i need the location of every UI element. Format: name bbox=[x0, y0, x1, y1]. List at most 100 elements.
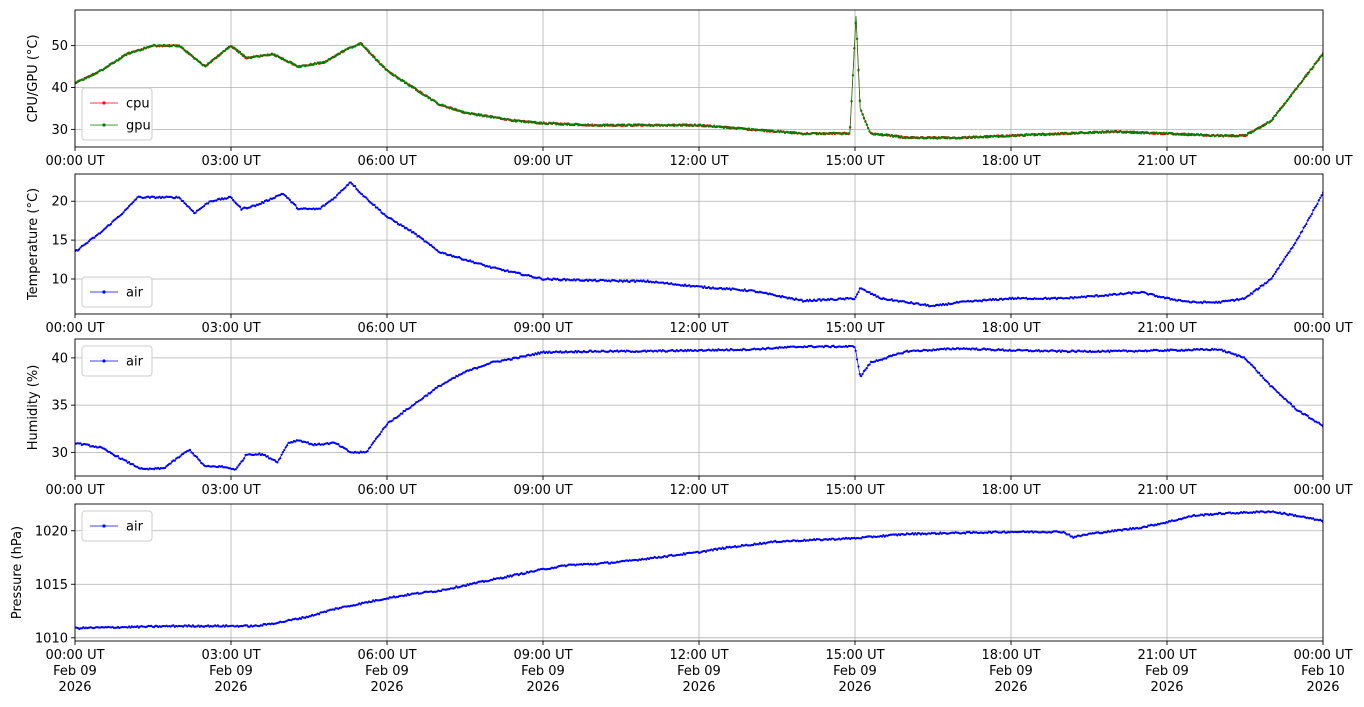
series-point-air bbox=[721, 546, 724, 549]
x-tick-label: 21:00 UT bbox=[1137, 154, 1196, 169]
y-tick-label: 20 bbox=[51, 195, 68, 210]
series-point-air bbox=[109, 222, 113, 226]
series-point-air bbox=[702, 286, 705, 289]
x-tick-label: 12:00 UT bbox=[669, 154, 728, 169]
x-tick-label: 09:00 UT bbox=[513, 483, 572, 498]
series-point-air bbox=[136, 624, 139, 628]
x-tick-year-label: 2026 bbox=[1306, 680, 1339, 695]
series-point-air bbox=[383, 212, 386, 216]
x-tick-label: 21:00 UT bbox=[1137, 648, 1196, 663]
series-point-air bbox=[179, 455, 182, 458]
series-point-air bbox=[502, 268, 505, 271]
series-point-air bbox=[946, 303, 949, 307]
series-point-air bbox=[356, 189, 359, 192]
series-point-air bbox=[703, 285, 706, 288]
series-point-gpu bbox=[1283, 102, 1286, 106]
x-tick-label: 03:00 UT bbox=[201, 321, 260, 336]
plot-area bbox=[75, 16, 1323, 140]
series-point-air bbox=[1273, 272, 1276, 276]
series-point-gpu bbox=[864, 120, 867, 123]
series-point-gpu bbox=[363, 46, 366, 49]
series-point-gpu bbox=[855, 37, 859, 40]
series-point-air bbox=[1084, 296, 1087, 299]
series-point-air bbox=[288, 198, 292, 202]
series-point-air bbox=[1274, 389, 1277, 392]
series-point-gpu bbox=[1001, 134, 1004, 137]
series-point-gpu bbox=[119, 57, 122, 60]
series-point-air bbox=[743, 288, 746, 291]
x-tick-label: 15:00 UT bbox=[825, 321, 884, 336]
series-point-air bbox=[1201, 302, 1204, 305]
series-point-air bbox=[491, 578, 494, 582]
series-point-gpu bbox=[789, 130, 792, 134]
x-tick-year-label: 2026 bbox=[994, 680, 1027, 695]
series-point-air bbox=[704, 550, 708, 553]
series-point-gpu bbox=[107, 64, 110, 68]
series-point-gpu bbox=[125, 54, 128, 57]
series-point-gpu bbox=[1069, 132, 1072, 136]
series-point-air bbox=[1295, 238, 1298, 242]
series-point-air bbox=[1310, 212, 1314, 216]
series-point-air bbox=[1292, 244, 1295, 247]
x-tick-label: 09:00 UT bbox=[513, 321, 572, 336]
series-point-air bbox=[1309, 215, 1312, 218]
series-point-air bbox=[930, 349, 934, 352]
y-tick-label: 1020 bbox=[35, 524, 68, 539]
series-point-air bbox=[125, 459, 128, 462]
series-point-air bbox=[372, 441, 375, 444]
series-point-air bbox=[359, 603, 362, 606]
series-point-air bbox=[1271, 386, 1275, 389]
series-point-gpu bbox=[984, 134, 988, 138]
series-point-gpu bbox=[258, 55, 261, 58]
series-point-air bbox=[1288, 401, 1291, 404]
series-point-gpu bbox=[315, 62, 318, 66]
series-point-air bbox=[286, 444, 289, 447]
series-point-air bbox=[1244, 357, 1247, 361]
series-point-air bbox=[197, 458, 200, 461]
series-point-air bbox=[86, 241, 89, 244]
series-point-air bbox=[1308, 217, 1311, 220]
series-point-gpu bbox=[850, 100, 853, 103]
series-point-air bbox=[904, 533, 907, 536]
x-tick-label: 18:00 UT bbox=[981, 321, 1040, 336]
series-point-gpu bbox=[220, 51, 224, 54]
series-point-air bbox=[358, 191, 361, 194]
series-point-air bbox=[87, 240, 90, 243]
series-point-air bbox=[233, 200, 236, 203]
y-axis-label: Pressure (hPa) bbox=[10, 526, 25, 619]
series-point-air bbox=[1277, 391, 1280, 394]
series-point-air bbox=[207, 202, 210, 205]
series-point-air bbox=[685, 350, 688, 353]
series-point-air bbox=[1319, 196, 1322, 199]
series-point-air bbox=[589, 349, 592, 352]
series-point-air bbox=[1274, 270, 1277, 274]
series-point-air bbox=[101, 229, 104, 232]
series-point-air bbox=[273, 196, 276, 200]
series-point-air bbox=[373, 439, 376, 443]
series-point-air bbox=[1234, 353, 1237, 356]
x-tick-label: 12:00 UT bbox=[669, 321, 728, 336]
series-point-gpu bbox=[225, 48, 228, 51]
series-point-air bbox=[291, 201, 294, 204]
x-tick-date-label: Feb 09 bbox=[833, 664, 877, 679]
series-point-air bbox=[122, 211, 125, 214]
series-point-air bbox=[261, 624, 264, 627]
series-point-gpu bbox=[202, 63, 206, 67]
series-point-air bbox=[259, 202, 262, 205]
series-point-air bbox=[1251, 292, 1254, 295]
series-point-air bbox=[187, 205, 190, 208]
legend-label-air: air bbox=[126, 355, 144, 370]
series-point-gpu bbox=[727, 126, 730, 129]
series-point-air bbox=[341, 188, 344, 192]
series-point-air bbox=[349, 181, 353, 184]
series-point-gpu bbox=[93, 73, 96, 76]
series-point-air bbox=[197, 624, 200, 627]
series-point-gpu bbox=[1141, 130, 1144, 134]
series-point-gpu bbox=[294, 63, 297, 66]
series-point-air bbox=[398, 414, 401, 417]
series-point-air bbox=[366, 450, 369, 453]
legend: air bbox=[81, 345, 153, 377]
series-point-air bbox=[126, 206, 129, 210]
series-point-gpu bbox=[276, 54, 279, 57]
